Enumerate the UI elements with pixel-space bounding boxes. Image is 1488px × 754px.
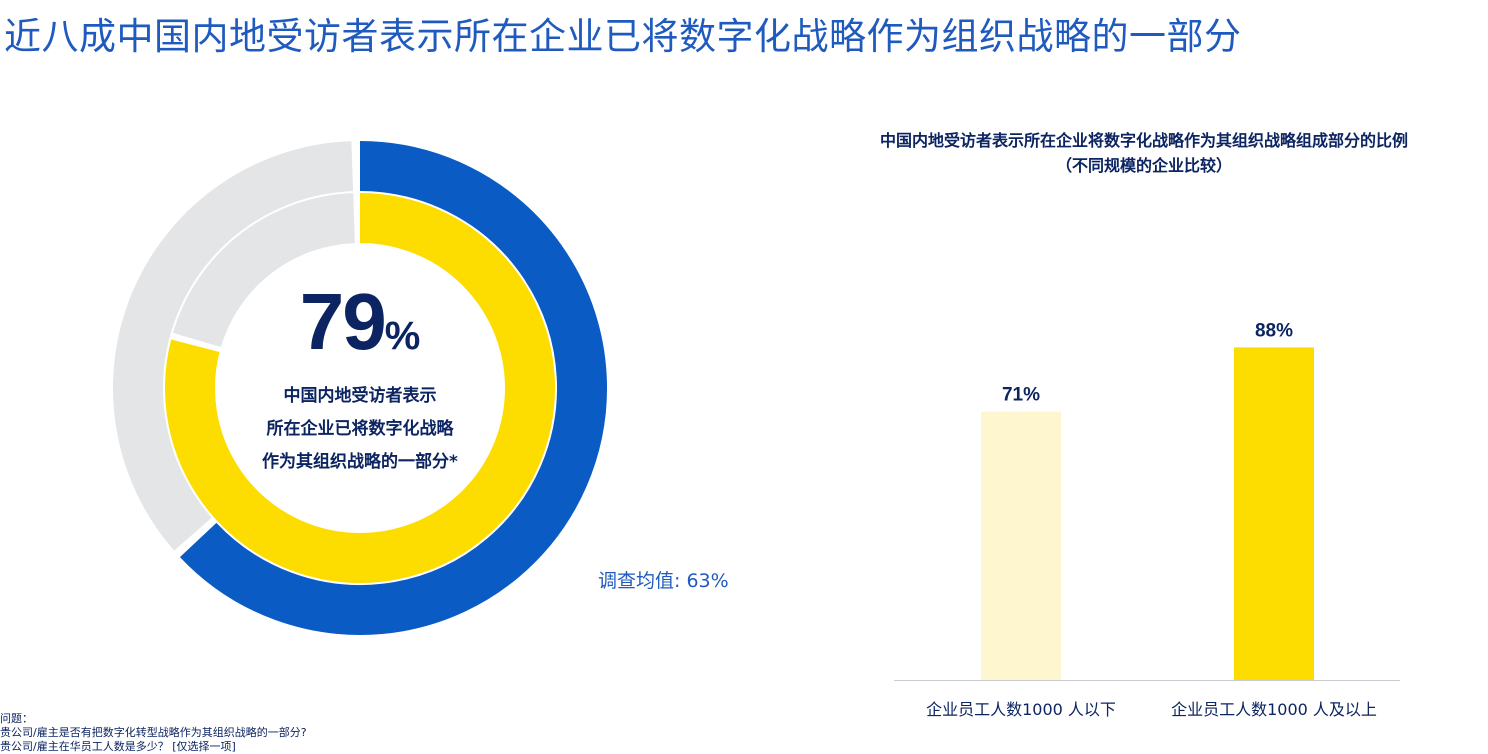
footnote-line: 贵公司/雇主在华员工人数是多少？ [仅选择一项]: [0, 740, 236, 753]
donut-description-line: 作为其组织战略的一部分*: [262, 452, 458, 472]
outer-ring-value-arc: [179, 141, 607, 635]
bar-2: [1234, 347, 1314, 680]
inner-ring-value-arc: [165, 193, 555, 583]
bar-data-label: 88%: [1255, 320, 1293, 341]
donut-percent-number: 79: [299, 277, 387, 366]
bar-chart: 71% 企业员工人数1000 人以下 88% 企业员工人数1000 人及以上: [894, 320, 1400, 719]
donut-percent-sign: %: [384, 314, 421, 358]
bar-1: [981, 411, 1061, 680]
bar-category-label: 企业员工人数1000 人以下: [926, 700, 1116, 719]
inner-ring-track: [172, 193, 356, 348]
footnote: 问题： 贵公司/雇主是否有把数字化转型战略作为其组织战略的一部分? 贵公司/雇主…: [0, 712, 307, 754]
page-title: 近八成中国内地受访者表示所在企业已将数字化战略作为组织战略的一部分: [4, 15, 1242, 58]
donut-description: 中国内地受访者表示 所在企业已将数字化战略 作为其组织战略的一部分*: [220, 380, 500, 479]
footnote-line: 贵公司/雇主是否有把数字化转型战略作为其组织战略的一部分?: [0, 726, 307, 739]
donut-description-line: 所在企业已将数字化战略: [266, 419, 454, 439]
donut-description-line: 中国内地受访者表示: [283, 386, 437, 406]
donut-center: 79% 中国内地受访者表示 所在企业已将数字化战略 作为其组织战略的一部分*: [220, 282, 500, 479]
survey-average-label: 调查均值: 63%: [598, 570, 729, 592]
footnote-line: 问题：: [0, 712, 33, 725]
outer-ring-track: [113, 141, 354, 551]
bar-chart-title-line: 中国内地受访者表示所在企业将数字化战略作为其组织战略组成部分的比例: [879, 131, 1408, 150]
bar-data-label: 71%: [1002, 385, 1040, 406]
bar-chart-subtitle: （不同规模的企业比较）: [1055, 156, 1232, 175]
bar-category-label: 企业员工人数1000 人及以上: [1171, 700, 1377, 719]
donut-chart: [113, 141, 607, 635]
bar-chart-title: 中国内地受访者表示所在企业将数字化战略作为其组织战略组成部分的比例 （不同规模的…: [812, 128, 1476, 178]
donut-percent: 79%: [220, 282, 500, 362]
